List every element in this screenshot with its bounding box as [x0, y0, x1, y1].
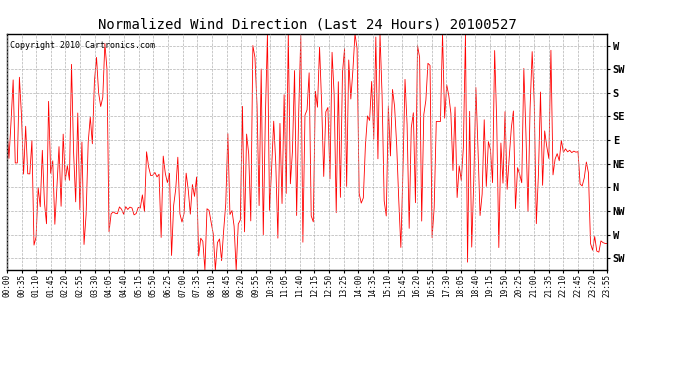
- Text: Copyright 2010 Cartronics.com: Copyright 2010 Cartronics.com: [10, 41, 155, 50]
- Title: Normalized Wind Direction (Last 24 Hours) 20100527: Normalized Wind Direction (Last 24 Hours…: [98, 17, 516, 31]
